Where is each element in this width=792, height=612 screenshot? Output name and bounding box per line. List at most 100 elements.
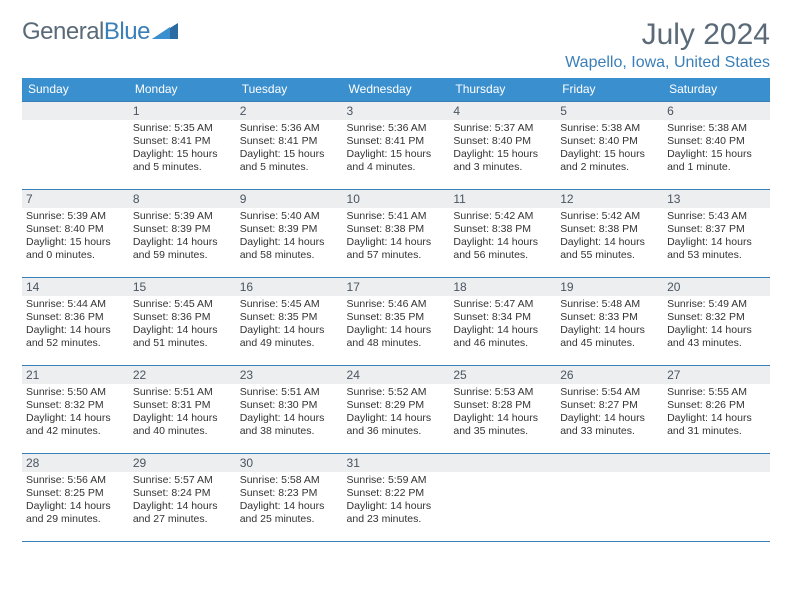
- day-number: 13: [663, 190, 770, 208]
- daylight-text: Daylight: 14 hours and 23 minutes.: [347, 500, 446, 526]
- calendar-cell: 10Sunrise: 5:41 AMSunset: 8:38 PMDayligh…: [343, 190, 450, 278]
- day-number: 28: [22, 454, 129, 472]
- sunset-text: Sunset: 8:24 PM: [133, 487, 232, 500]
- sunset-text: Sunset: 8:41 PM: [347, 135, 446, 148]
- sunrise-text: Sunrise: 5:44 AM: [26, 298, 125, 311]
- day-header: Thursday: [449, 78, 556, 102]
- sunrise-text: Sunrise: 5:47 AM: [453, 298, 552, 311]
- daylight-text: Daylight: 14 hours and 43 minutes.: [667, 324, 766, 350]
- day-number: 10: [343, 190, 450, 208]
- title-block: July 2024 Wapello, Iowa, United States: [565, 18, 770, 72]
- day-header: Wednesday: [343, 78, 450, 102]
- sunset-text: Sunset: 8:40 PM: [560, 135, 659, 148]
- sunrise-text: Sunrise: 5:40 AM: [240, 210, 339, 223]
- daylight-text: Daylight: 15 hours and 0 minutes.: [26, 236, 125, 262]
- sunrise-text: Sunrise: 5:53 AM: [453, 386, 552, 399]
- sunset-text: Sunset: 8:34 PM: [453, 311, 552, 324]
- calendar-row: 7Sunrise: 5:39 AMSunset: 8:40 PMDaylight…: [22, 190, 770, 278]
- calendar-cell: 28Sunrise: 5:56 AMSunset: 8:25 PMDayligh…: [22, 454, 129, 542]
- day-number: [556, 454, 663, 472]
- day-number: 15: [129, 278, 236, 296]
- day-number: 24: [343, 366, 450, 384]
- day-header: Friday: [556, 78, 663, 102]
- calendar-cell: 15Sunrise: 5:45 AMSunset: 8:36 PMDayligh…: [129, 278, 236, 366]
- day-data: Sunrise: 5:55 AMSunset: 8:26 PMDaylight:…: [663, 384, 770, 441]
- sunset-text: Sunset: 8:25 PM: [26, 487, 125, 500]
- daylight-text: Daylight: 14 hours and 52 minutes.: [26, 324, 125, 350]
- day-data: Sunrise: 5:45 AMSunset: 8:35 PMDaylight:…: [236, 296, 343, 353]
- day-number: [449, 454, 556, 472]
- sunrise-text: Sunrise: 5:45 AM: [133, 298, 232, 311]
- sunset-text: Sunset: 8:31 PM: [133, 399, 232, 412]
- sunrise-text: Sunrise: 5:38 AM: [667, 122, 766, 135]
- day-header-row: Sunday Monday Tuesday Wednesday Thursday…: [22, 78, 770, 102]
- sunset-text: Sunset: 8:36 PM: [26, 311, 125, 324]
- calendar-cell: 5Sunrise: 5:38 AMSunset: 8:40 PMDaylight…: [556, 102, 663, 190]
- sunrise-text: Sunrise: 5:39 AM: [133, 210, 232, 223]
- day-number: 16: [236, 278, 343, 296]
- calendar-cell: 27Sunrise: 5:55 AMSunset: 8:26 PMDayligh…: [663, 366, 770, 454]
- header: GeneralBlue July 2024 Wapello, Iowa, Uni…: [22, 18, 770, 72]
- sunrise-text: Sunrise: 5:54 AM: [560, 386, 659, 399]
- calendar-cell: 7Sunrise: 5:39 AMSunset: 8:40 PMDaylight…: [22, 190, 129, 278]
- day-data: Sunrise: 5:48 AMSunset: 8:33 PMDaylight:…: [556, 296, 663, 353]
- sunrise-text: Sunrise: 5:39 AM: [26, 210, 125, 223]
- day-data: Sunrise: 5:36 AMSunset: 8:41 PMDaylight:…: [343, 120, 450, 177]
- day-data: Sunrise: 5:58 AMSunset: 8:23 PMDaylight:…: [236, 472, 343, 529]
- calendar-cell: 23Sunrise: 5:51 AMSunset: 8:30 PMDayligh…: [236, 366, 343, 454]
- day-number: 20: [663, 278, 770, 296]
- day-number: 17: [343, 278, 450, 296]
- day-number: 6: [663, 102, 770, 120]
- daylight-text: Daylight: 14 hours and 51 minutes.: [133, 324, 232, 350]
- day-number: 31: [343, 454, 450, 472]
- day-number: 22: [129, 366, 236, 384]
- day-number: 29: [129, 454, 236, 472]
- sunrise-text: Sunrise: 5:37 AM: [453, 122, 552, 135]
- sunrise-text: Sunrise: 5:35 AM: [133, 122, 232, 135]
- day-data: Sunrise: 5:44 AMSunset: 8:36 PMDaylight:…: [22, 296, 129, 353]
- day-data: Sunrise: 5:45 AMSunset: 8:36 PMDaylight:…: [129, 296, 236, 353]
- day-number: 26: [556, 366, 663, 384]
- day-number: 12: [556, 190, 663, 208]
- sunset-text: Sunset: 8:38 PM: [560, 223, 659, 236]
- daylight-text: Daylight: 14 hours and 48 minutes.: [347, 324, 446, 350]
- sunrise-text: Sunrise: 5:52 AM: [347, 386, 446, 399]
- sunset-text: Sunset: 8:38 PM: [453, 223, 552, 236]
- sunrise-text: Sunrise: 5:42 AM: [453, 210, 552, 223]
- day-data: Sunrise: 5:53 AMSunset: 8:28 PMDaylight:…: [449, 384, 556, 441]
- sunset-text: Sunset: 8:32 PM: [667, 311, 766, 324]
- day-number: 18: [449, 278, 556, 296]
- day-data: Sunrise: 5:47 AMSunset: 8:34 PMDaylight:…: [449, 296, 556, 353]
- calendar-cell: [663, 454, 770, 542]
- daylight-text: Daylight: 14 hours and 40 minutes.: [133, 412, 232, 438]
- calendar-cell: 12Sunrise: 5:42 AMSunset: 8:38 PMDayligh…: [556, 190, 663, 278]
- daylight-text: Daylight: 15 hours and 2 minutes.: [560, 148, 659, 174]
- calendar-cell: 17Sunrise: 5:46 AMSunset: 8:35 PMDayligh…: [343, 278, 450, 366]
- calendar-cell: 30Sunrise: 5:58 AMSunset: 8:23 PMDayligh…: [236, 454, 343, 542]
- day-data: Sunrise: 5:50 AMSunset: 8:32 PMDaylight:…: [22, 384, 129, 441]
- logo-text-1: General: [22, 18, 104, 46]
- calendar-cell: 19Sunrise: 5:48 AMSunset: 8:33 PMDayligh…: [556, 278, 663, 366]
- day-header: Monday: [129, 78, 236, 102]
- day-header: Sunday: [22, 78, 129, 102]
- day-data: Sunrise: 5:38 AMSunset: 8:40 PMDaylight:…: [663, 120, 770, 177]
- sunset-text: Sunset: 8:27 PM: [560, 399, 659, 412]
- day-data: Sunrise: 5:39 AMSunset: 8:40 PMDaylight:…: [22, 208, 129, 265]
- sunrise-text: Sunrise: 5:45 AM: [240, 298, 339, 311]
- calendar-cell: 29Sunrise: 5:57 AMSunset: 8:24 PMDayligh…: [129, 454, 236, 542]
- sunrise-text: Sunrise: 5:55 AM: [667, 386, 766, 399]
- sunset-text: Sunset: 8:38 PM: [347, 223, 446, 236]
- day-number: 25: [449, 366, 556, 384]
- calendar-cell: [449, 454, 556, 542]
- day-header: Saturday: [663, 78, 770, 102]
- daylight-text: Daylight: 14 hours and 29 minutes.: [26, 500, 125, 526]
- daylight-text: Daylight: 14 hours and 56 minutes.: [453, 236, 552, 262]
- day-number: 30: [236, 454, 343, 472]
- sunset-text: Sunset: 8:28 PM: [453, 399, 552, 412]
- sunrise-text: Sunrise: 5:38 AM: [560, 122, 659, 135]
- month-title: July 2024: [565, 18, 770, 52]
- sunset-text: Sunset: 8:41 PM: [133, 135, 232, 148]
- calendar-cell: 25Sunrise: 5:53 AMSunset: 8:28 PMDayligh…: [449, 366, 556, 454]
- day-number: 4: [449, 102, 556, 120]
- daylight-text: Daylight: 14 hours and 59 minutes.: [133, 236, 232, 262]
